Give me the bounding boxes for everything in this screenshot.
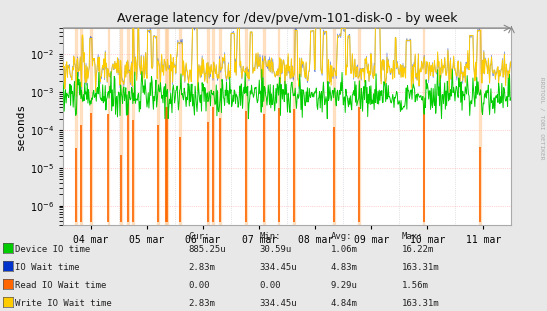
Bar (80, 28, 82, 225)
Text: Read IO Wait time: Read IO Wait time (15, 281, 106, 290)
Bar (207, 28, 209, 225)
Text: IO Wait time: IO Wait time (15, 263, 79, 272)
Text: 0.00: 0.00 (260, 281, 281, 290)
Text: 163.31m: 163.31m (402, 263, 440, 272)
Bar (219, 28, 221, 225)
Text: 4.83m: 4.83m (331, 263, 358, 272)
Bar (75, 28, 77, 225)
Bar (212, 28, 214, 225)
Text: 163.31m: 163.31m (402, 299, 440, 308)
Bar (157, 28, 159, 225)
Bar (132, 28, 134, 225)
Bar (127, 28, 129, 225)
Text: Min:: Min: (260, 232, 281, 241)
Text: 334.45u: 334.45u (260, 299, 298, 308)
Text: 334.45u: 334.45u (260, 263, 298, 272)
Text: Avg:: Avg: (331, 232, 352, 241)
Bar (278, 28, 280, 225)
Bar (264, 28, 265, 225)
Bar (358, 28, 359, 225)
Bar (108, 28, 109, 225)
Bar (293, 28, 295, 225)
Text: 30.59u: 30.59u (260, 245, 292, 254)
Bar (245, 28, 247, 225)
Text: 9.29u: 9.29u (331, 281, 358, 290)
Text: Cur:: Cur: (189, 232, 210, 241)
Bar (90, 28, 92, 225)
Text: RRDTOOL / TOBI OETIKER: RRDTOOL / TOBI OETIKER (539, 77, 544, 160)
Text: 1.06m: 1.06m (331, 245, 358, 254)
Text: 16.22m: 16.22m (402, 245, 434, 254)
Text: Max:: Max: (402, 232, 423, 241)
Bar (120, 28, 121, 225)
Text: Device IO time: Device IO time (15, 245, 90, 254)
Text: 4.84m: 4.84m (331, 299, 358, 308)
Bar (166, 28, 168, 225)
Bar (423, 28, 424, 225)
Text: 885.25u: 885.25u (189, 245, 226, 254)
Text: 1.56m: 1.56m (402, 281, 429, 290)
Title: Average latency for /dev/pve/vm-101-disk-0 - by week: Average latency for /dev/pve/vm-101-disk… (117, 12, 457, 26)
Y-axis label: seconds: seconds (15, 103, 26, 150)
Text: 2.83m: 2.83m (189, 263, 216, 272)
Bar (334, 28, 335, 225)
Text: 0.00: 0.00 (189, 281, 210, 290)
Bar (479, 28, 481, 225)
Text: Write IO Wait time: Write IO Wait time (15, 299, 112, 308)
Text: 2.83m: 2.83m (189, 299, 216, 308)
Bar (179, 28, 181, 225)
Bar (165, 28, 167, 225)
